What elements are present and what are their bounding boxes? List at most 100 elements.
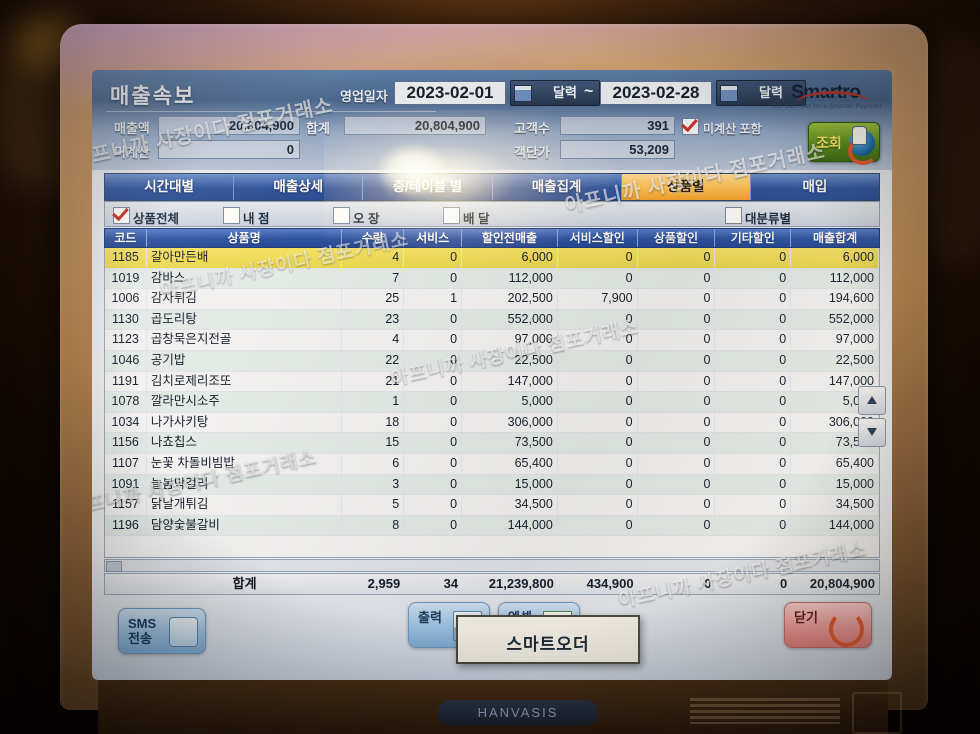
column-header-9[interactable]: 매출합계 xyxy=(813,231,858,245)
table-row[interactable]: 1034 나가사키탕 18 0 306,000 0 0 0 306,000 xyxy=(105,412,879,434)
cell-code: 1185 xyxy=(105,248,147,268)
filter-checkbox-5[interactable] xyxy=(725,207,742,224)
sms-button-label-line1: SMS xyxy=(128,616,157,631)
sales-total-value: 20,804,900 xyxy=(344,116,486,135)
scroll-down-button[interactable] xyxy=(858,418,886,447)
cell-gross: 112,000 xyxy=(462,268,558,289)
title-divider xyxy=(106,111,436,112)
tab-5[interactable]: 상품별 xyxy=(621,174,751,200)
horizontal-scrollbar[interactable] xyxy=(104,559,880,572)
column-header-8[interactable]: 기타할인 xyxy=(715,229,792,247)
cell-svc_disc: 0 xyxy=(558,371,638,392)
table-row[interactable]: 1191 김치로제리조또 21 0 147,000 0 0 0 147,000 xyxy=(105,371,879,393)
column-header-1[interactable]: 코드 xyxy=(105,229,147,247)
cell-total: 15,000 xyxy=(791,474,879,495)
hardware-sticker-icon xyxy=(852,692,902,734)
table-row[interactable]: 1196 담양숯불갈비 8 0 144,000 0 0 0 144,000 xyxy=(105,515,879,537)
report-tabs[interactable]: 시간대별 매출상세 층/테이블 별 매출집계 상품별 매입 xyxy=(104,173,880,201)
pos-screen: 매출속보 영업일자 2023-02-01 달력 ~ 2023-02-28 달력 … xyxy=(92,70,892,680)
cell-service: 0 xyxy=(404,453,463,474)
cell-qty: 5 xyxy=(342,495,405,515)
close-icon xyxy=(829,611,864,647)
smartro-logo: Smartro Your Best Bet for a Smarter Paym… xyxy=(770,82,883,110)
sales-total-label: 합계 xyxy=(306,121,330,136)
sms-button-label-line2: 전송 xyxy=(128,631,152,646)
cell-total: 34,500 xyxy=(791,495,879,515)
cell-code: 1091 xyxy=(105,474,147,495)
date-from-input[interactable]: 2023-02-01 xyxy=(394,81,506,105)
cell-gross: 144,000 xyxy=(462,515,558,536)
cell-gross: 22,500 xyxy=(462,350,558,371)
table-row[interactable]: 1006 감자튀김 25 1 202,500 7,900 0 0 194,600 xyxy=(105,289,879,310)
cell-item_disc: 0 xyxy=(638,515,716,536)
sms-send-button[interactable]: SMS 전송 xyxy=(118,608,206,654)
cell-name: 담양숯불갈비 xyxy=(147,515,343,536)
table-row[interactable]: 1123 곱창묵은지전골 4 0 97,000 0 0 0 97,000 xyxy=(105,330,879,351)
tab-1[interactable]: 시간대별 xyxy=(105,174,235,200)
print-button-label: 출력 xyxy=(418,610,442,625)
horizontal-scroll-thumb[interactable] xyxy=(106,561,122,572)
filter-checkbox-3[interactable] xyxy=(333,207,350,224)
cell-total: 552,000 xyxy=(791,309,879,330)
hardware-brand-label: HANVASIS xyxy=(438,700,598,726)
total-gross: 21,239,800 xyxy=(488,576,554,591)
include-unsettled-checkbox[interactable] xyxy=(682,118,699,135)
product-table-body[interactable]: 1185 갈아만든배 4 0 6,000 0 0 0 6,000 1019 감바스 7 0 112,000… xyxy=(104,248,880,558)
cell-name: 곱도리탕 xyxy=(147,309,343,330)
total-etc_disc: 0 xyxy=(780,576,788,591)
column-header-6[interactable]: 서비스할인 xyxy=(558,229,638,247)
filter-checkbox-2[interactable] xyxy=(223,207,240,224)
close-button[interactable]: 닫기 xyxy=(784,602,872,648)
cell-item_disc: 0 xyxy=(638,268,716,289)
column-header-4[interactable]: 서비스 xyxy=(404,229,463,247)
cell-name: 공기밥 xyxy=(147,350,343,371)
table-row[interactable]: 1107 눈꽃 차돌비빔밥 6 0 65,400 0 0 0 65,400 xyxy=(105,453,879,475)
cell-svc_disc: 0 xyxy=(558,515,638,536)
tab-4[interactable]: 매출집계 xyxy=(492,174,622,200)
cell-code: 1107 xyxy=(105,453,147,474)
cell-qty: 4 xyxy=(342,248,405,268)
cell-gross: 15,000 xyxy=(462,474,558,495)
column-header-2[interactable]: 상품명 xyxy=(147,229,343,247)
table-row[interactable]: 1019 감바스 7 0 112,000 0 0 0 112,000 xyxy=(105,268,879,290)
table-row[interactable]: 1046 공기밥 22 0 22,500 0 0 0 22,500 xyxy=(105,350,879,372)
search-button[interactable]: 조회 xyxy=(808,122,880,165)
scroll-up-button[interactable] xyxy=(858,386,886,415)
table-row[interactable]: 1091 늘봄막걸리 3 0 15,000 0 0 0 15,000 xyxy=(105,474,879,496)
cell-gross: 65,400 xyxy=(462,453,558,474)
cell-total: 6,000 xyxy=(791,248,879,268)
filter-checkbox-4[interactable] xyxy=(443,207,460,224)
cell-service: 0 xyxy=(404,330,463,350)
cell-qty: 4 xyxy=(342,330,405,350)
cell-code: 1046 xyxy=(105,350,147,371)
cell-etc_disc: 0 xyxy=(715,474,792,495)
cell-item_disc: 0 xyxy=(638,474,716,495)
cell-item_disc: 0 xyxy=(638,330,716,350)
cell-qty: 1 xyxy=(342,392,405,412)
total-qty: 2,959 xyxy=(367,576,401,591)
filter-checkbox-1[interactable] xyxy=(113,207,130,224)
product-filter-bar: 상품전체 내 점 오 장 배 달 대분류별 xyxy=(104,201,880,227)
cell-name: 김치로제리조또 xyxy=(147,371,343,392)
chevron-up-icon xyxy=(867,396,877,404)
tab-2[interactable]: 매출상세 xyxy=(234,174,364,200)
table-row[interactable]: 1185 갈아만든배 4 0 6,000 0 0 0 6,000 xyxy=(105,248,879,269)
column-header-3[interactable]: 수량 xyxy=(342,229,405,247)
smart-order-popup[interactable]: 스마트오더 xyxy=(456,615,640,664)
cell-total: 194,600 xyxy=(791,289,879,309)
cell-name: 닭날개튀김 xyxy=(147,495,343,515)
table-row[interactable]: 1157 닭날개튀김 5 0 34,500 0 0 0 34,500 xyxy=(105,495,879,516)
column-header-5[interactable]: 할인전매출 xyxy=(462,229,558,247)
cell-etc_disc: 0 xyxy=(715,350,792,371)
tab-3[interactable]: 층/테이블 별 xyxy=(363,174,493,200)
cell-service: 0 xyxy=(404,412,463,433)
date-to-input[interactable]: 2023-02-28 xyxy=(600,81,712,105)
table-row[interactable]: 1156 나쵸칩스 15 0 73,500 0 0 0 73,500 xyxy=(105,433,879,454)
cell-item_disc: 0 xyxy=(638,495,716,515)
tab-6[interactable]: 매입 xyxy=(750,174,880,200)
window-header: 매출속보 영업일자 2023-02-01 달력 ~ 2023-02-28 달력 … xyxy=(92,70,892,170)
table-row[interactable]: 1130 곱도리탕 23 0 552,000 0 0 0 552,000 xyxy=(105,309,879,331)
cell-qty: 7 xyxy=(342,268,405,289)
column-header-7[interactable]: 상품할인 xyxy=(638,229,716,247)
